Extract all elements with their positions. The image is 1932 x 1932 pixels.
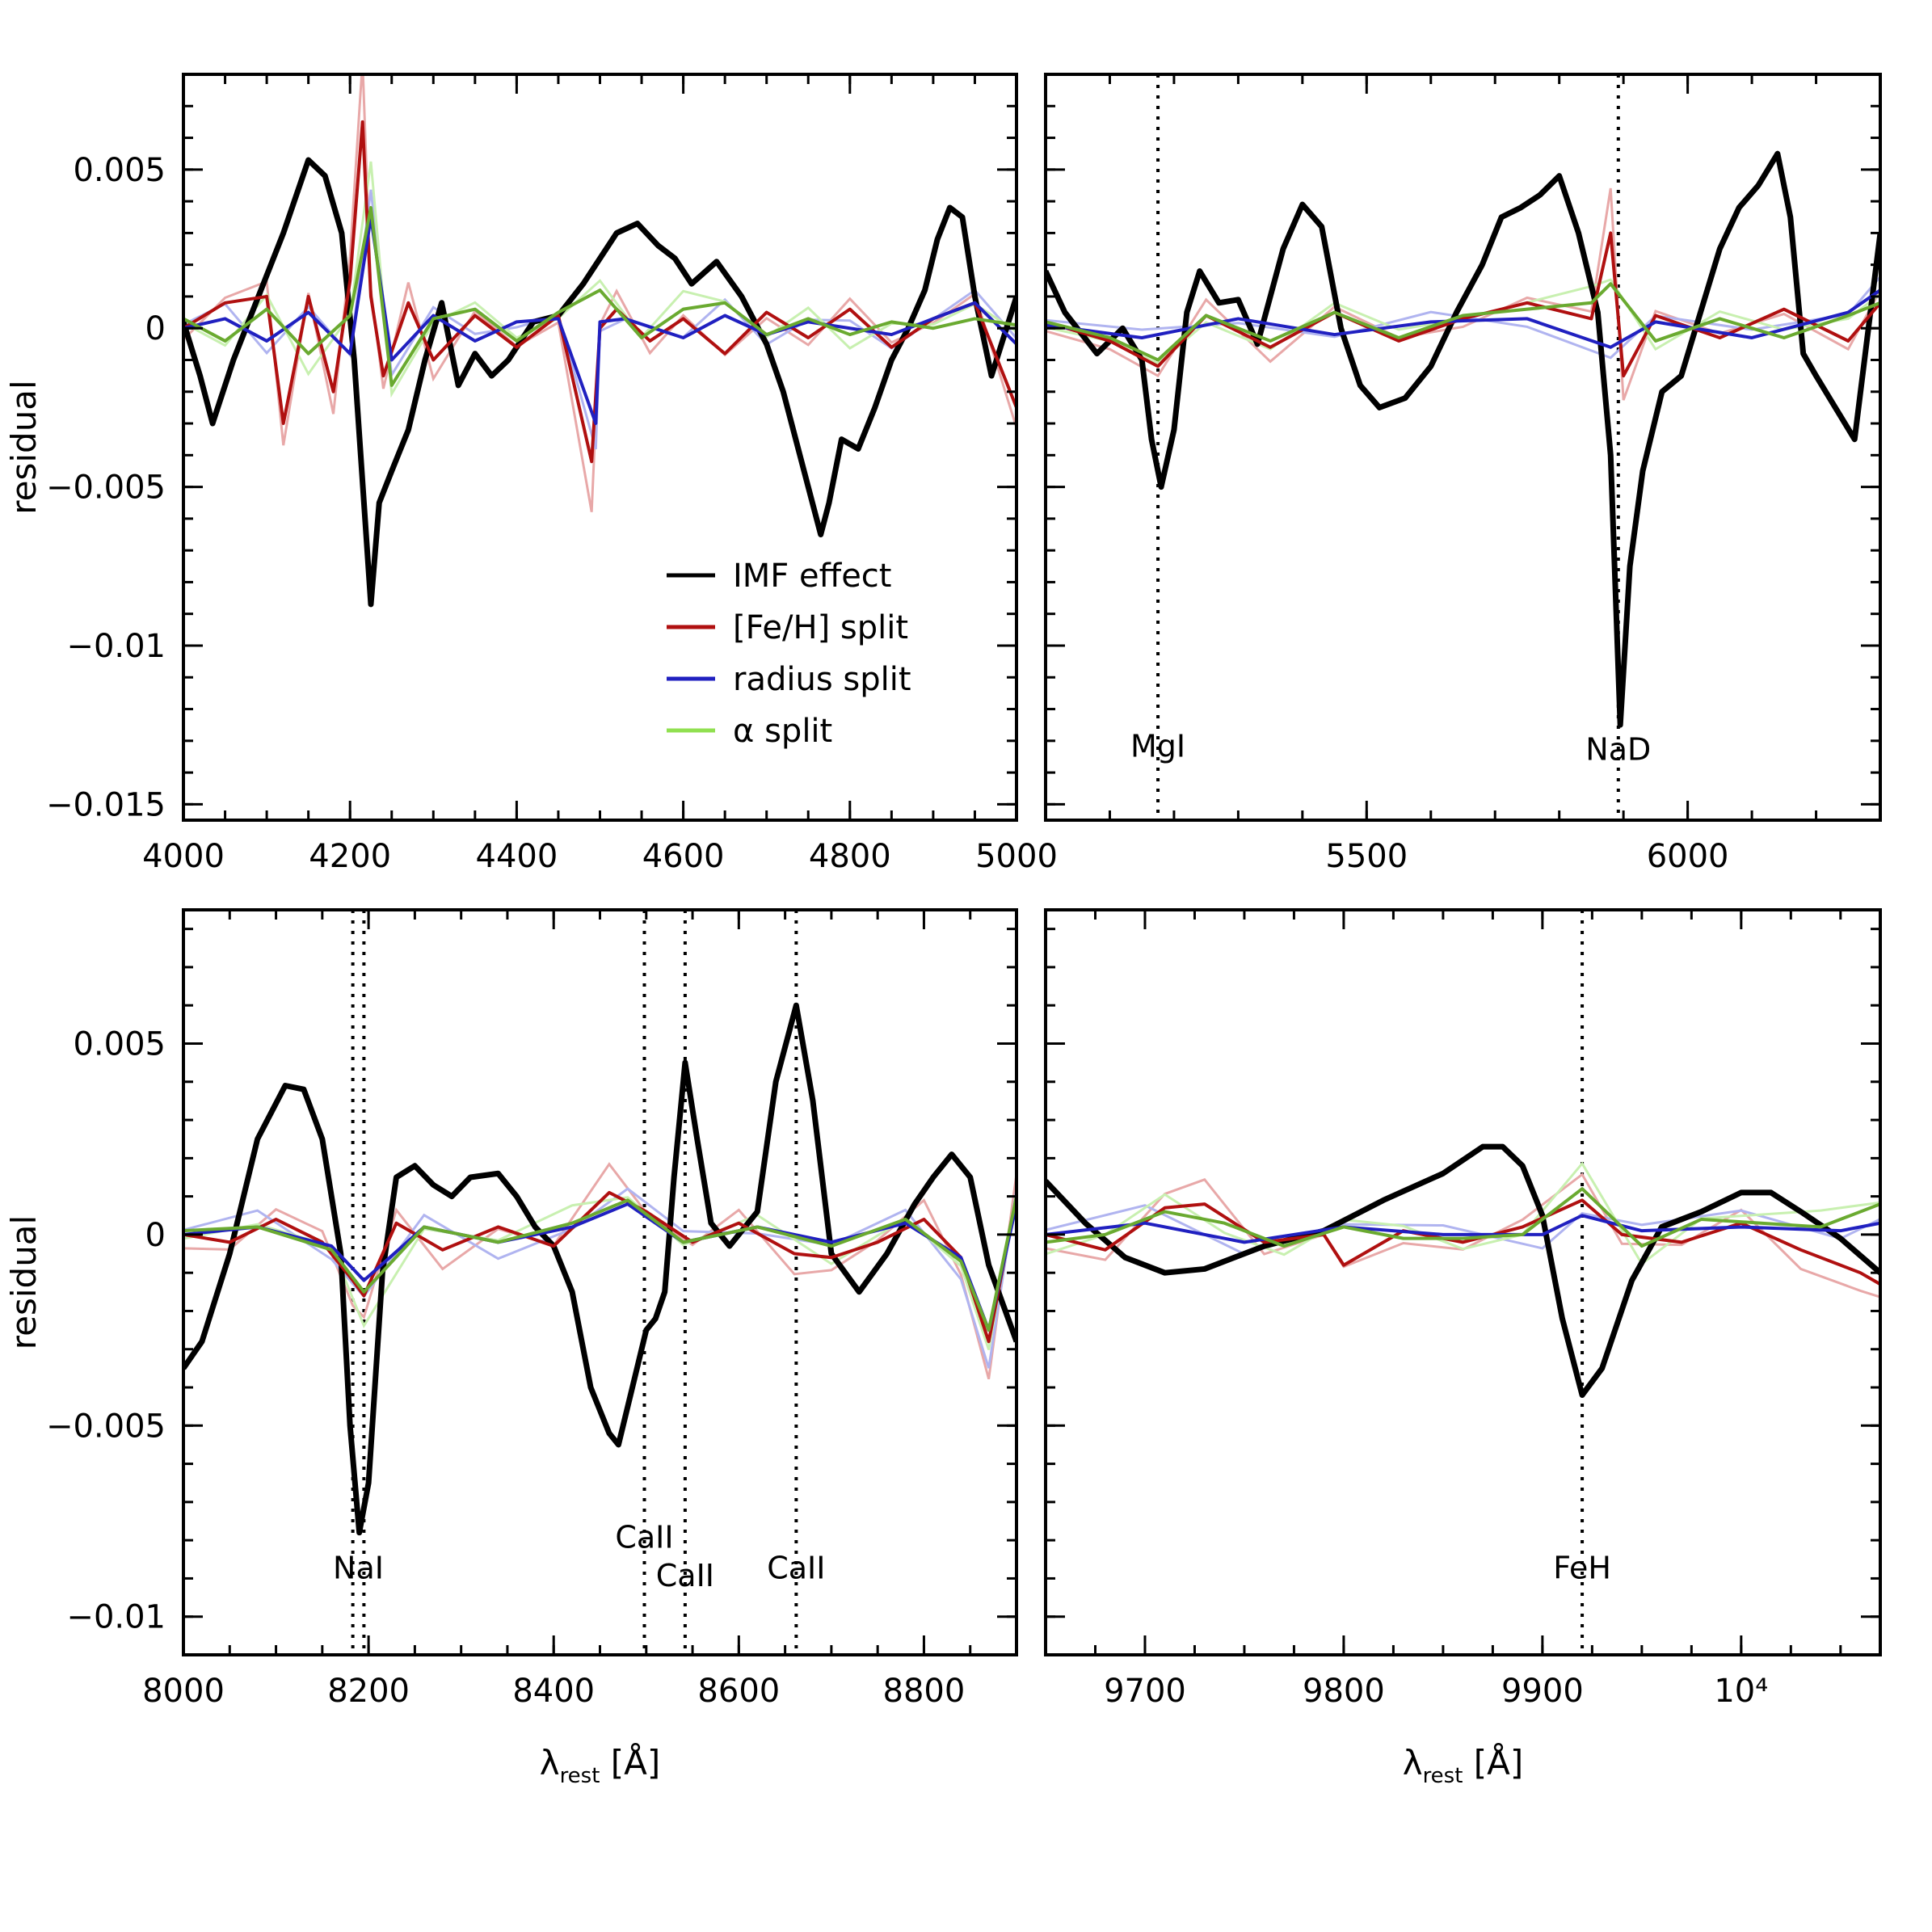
xtick-label: 4000	[142, 838, 225, 875]
xtick-label: 5500	[1325, 838, 1408, 875]
xtick-label: 4800	[809, 838, 891, 875]
series-radiussplit	[1046, 288, 1880, 349]
y-axis-label: residual	[4, 1215, 44, 1349]
marker-label-nad: NaD	[1585, 731, 1651, 767]
xtick-label: 4200	[309, 838, 391, 875]
ytick-label: 0	[145, 310, 166, 347]
series-raw-fehsplit	[183, 74, 1017, 512]
legend-label: α split	[733, 713, 832, 750]
xtick-label: 8400	[512, 1673, 595, 1710]
xtick-label: 5000	[975, 838, 1058, 875]
ytick-label: −0.01	[66, 628, 166, 665]
plot-area	[1046, 74, 1880, 820]
plot-frame	[1044, 908, 1882, 1656]
series-fehsplit	[1046, 1198, 1880, 1286]
series-raw-radiussplit	[1046, 1204, 1880, 1256]
series-fehsplit	[183, 1190, 1017, 1344]
plot-area	[183, 74, 1017, 608]
xtick-label: 8600	[697, 1673, 780, 1710]
series-imfeffect	[183, 157, 1017, 608]
xtick-label: 9700	[1104, 1673, 1186, 1710]
marker-label-nai: NaI	[333, 1550, 384, 1585]
xtick-label: 8800	[883, 1673, 966, 1710]
marker-label-caii: CaII	[615, 1520, 673, 1555]
xtick-label: 9900	[1501, 1673, 1584, 1710]
series-split	[1046, 282, 1880, 362]
x-axis-label: λrest [Å]	[1403, 1742, 1524, 1788]
series-raw-fehsplit	[1046, 187, 1880, 401]
series-raw-radiussplit	[183, 189, 1017, 450]
xtick-label: 9800	[1303, 1673, 1385, 1710]
ytick-label: 0.005	[73, 152, 166, 189]
ytick-label: −0.005	[46, 469, 166, 507]
panel-top-left: 0.005 0 −0.005 −0.01 −0.015 4000 4200 4400 4600 4…	[4, 73, 1058, 875]
ytick-label: −0.015	[46, 786, 166, 823]
series-split	[1046, 1187, 1880, 1248]
panel-bottom-left: 0.005 0 −0.005 −0.01 8000 8200 8400 8600 8800 NaI…	[4, 908, 1018, 1788]
ytick-label: −0.01	[66, 1599, 166, 1636]
plot-frame	[182, 73, 1018, 822]
y-axis-label: residual	[4, 380, 44, 514]
marker-label-caii: CaII	[656, 1558, 714, 1593]
legend: IMF effect [Fe/H] split radius split α spli…	[667, 558, 911, 750]
xtick-label: 8000	[142, 1673, 225, 1710]
plot-frame	[1044, 73, 1882, 822]
marker-label-caii: CaII	[767, 1550, 825, 1585]
series-split	[183, 205, 1017, 387]
legend-label: IMF effect	[733, 558, 891, 595]
panel-bottom-right: 9700 9800 9900 10⁴ FeH λrest [Å]	[1044, 908, 1882, 1788]
series-imfeffect	[183, 1002, 1017, 1536]
x-axis-label: λrest [Å]	[540, 1742, 661, 1788]
plot-frame	[182, 908, 1018, 1656]
ytick-label: 0	[145, 1217, 166, 1254]
series-raw-fehsplit	[183, 1162, 1017, 1380]
ytick-label: −0.005	[46, 1408, 166, 1445]
marker-label-feh: FeH	[1553, 1550, 1611, 1585]
xtick-label: 4400	[476, 838, 558, 875]
plot-area	[1046, 910, 1880, 1655]
legend-label: radius split	[733, 661, 911, 698]
series-imfeffect	[1046, 150, 1880, 728]
xtick-label: 8200	[327, 1673, 410, 1710]
series-split	[183, 1196, 1017, 1332]
legend-label: [Fe/H] split	[733, 609, 908, 646]
plot-area	[183, 910, 1017, 1655]
marker-label-mgi: MgI	[1130, 728, 1185, 764]
ytick-label: 0.005	[73, 1025, 166, 1063]
xtick-label: 10⁴	[1714, 1673, 1768, 1710]
series-radiussplit	[1046, 1214, 1880, 1244]
xtick-label: 6000	[1647, 838, 1729, 875]
panel-top-right: 5500 6000 MgI NaD	[1044, 73, 1882, 875]
xtick-label: 4600	[642, 838, 725, 875]
series-imfeffect	[1046, 1143, 1880, 1398]
